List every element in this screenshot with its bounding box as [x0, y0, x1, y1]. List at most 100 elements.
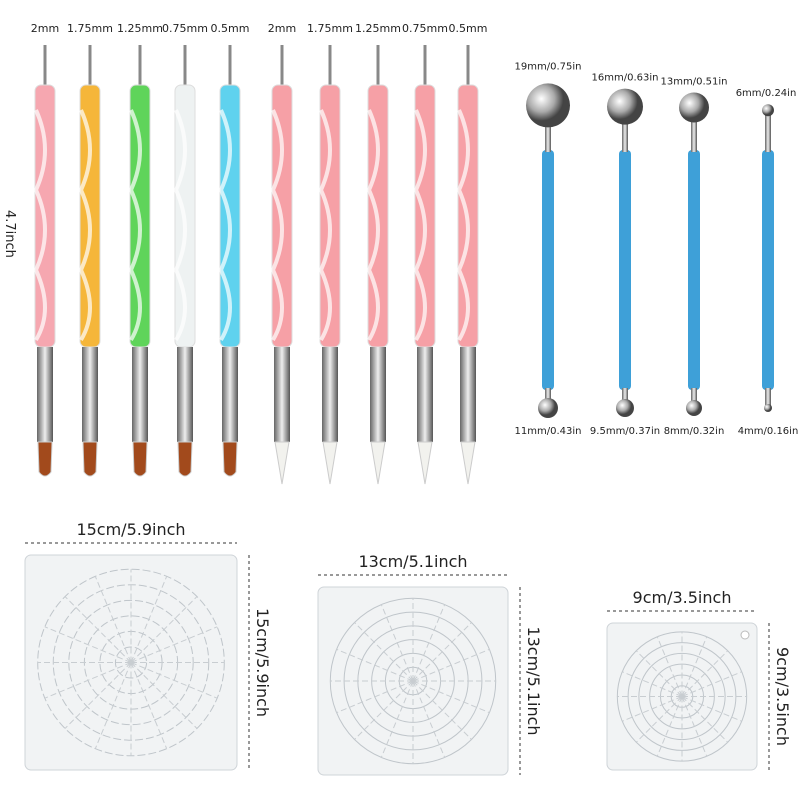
ball-top-label: 6mm/0.24in — [736, 88, 797, 99]
ferrule — [460, 347, 476, 442]
brush — [274, 441, 290, 485]
ball-top — [526, 83, 570, 128]
tip-label: 2mm — [31, 22, 59, 35]
tip-label: 0.75mm — [162, 22, 208, 35]
width-label: 9cm/3.5inch — [633, 588, 732, 607]
brush — [370, 441, 386, 485]
stencil-spoke — [130, 662, 218, 699]
stencil-spoke — [130, 626, 218, 663]
stencil-spoke — [130, 596, 198, 663]
ferrule — [177, 347, 193, 442]
ferrule — [82, 347, 98, 442]
ball-bottom — [764, 404, 772, 412]
width-label: 13cm/5.1inch — [358, 552, 467, 571]
stencil-spoke — [380, 604, 414, 682]
ferrule — [37, 347, 53, 442]
stencil-spoke — [130, 662, 168, 749]
ball-neck — [765, 112, 771, 152]
stencil-spoke — [94, 576, 132, 663]
stencil-ring — [627, 642, 737, 751]
stencil-ring — [638, 652, 726, 741]
height-label: 15cm/5.9inch — [253, 608, 272, 717]
stencil-spoke — [336, 648, 414, 682]
pen-twist — [33, 109, 47, 342]
ball-top-label: 19mm/0.75in — [515, 61, 582, 72]
stencil-ring — [68, 599, 194, 726]
pen-twist — [128, 109, 142, 342]
ball-neck — [545, 112, 551, 152]
stencil-spoke — [412, 680, 490, 714]
pen-twist — [366, 109, 380, 342]
stencil-spoke — [412, 680, 446, 758]
ball-neck — [622, 388, 628, 406]
pen-twist — [218, 109, 232, 342]
tip-label: 1.75mm — [67, 22, 113, 35]
ferrule — [274, 347, 290, 442]
brush — [417, 441, 433, 485]
ball-top-label: 16mm/0.63in — [592, 73, 659, 84]
pen-twist — [456, 109, 470, 342]
ball-rod — [762, 150, 774, 390]
pen-twist — [413, 109, 427, 342]
stencil-spoke — [622, 671, 683, 697]
ferrule — [222, 347, 238, 442]
ball-bottom — [538, 398, 558, 418]
ball-neck — [691, 388, 697, 406]
brush — [322, 441, 338, 485]
brush — [37, 441, 53, 477]
stencil-spoke — [354, 622, 414, 682]
stencil-spoke — [336, 680, 414, 714]
stencil-spoke — [681, 696, 742, 722]
stencil-spoke — [656, 696, 683, 757]
stencil-spoke — [656, 636, 683, 697]
tip-label: 1.75mm — [307, 22, 353, 35]
ball-rod — [688, 150, 700, 390]
ball-neck — [545, 388, 551, 406]
stencil-spoke — [412, 604, 446, 682]
stencil-spoke — [681, 671, 742, 697]
tip-label: 2mm — [268, 22, 296, 35]
stencil-spoke — [380, 680, 414, 758]
ferrule — [417, 347, 433, 442]
stencil-spoke — [412, 622, 472, 682]
stencil-spoke — [622, 696, 683, 722]
ball-neck — [765, 388, 771, 406]
height-label: 13cm/5.1inch — [524, 626, 543, 735]
tip-label: 0.5mm — [449, 22, 488, 35]
stencil-spoke — [64, 596, 132, 663]
ball-top — [607, 88, 643, 125]
stencil-spoke — [681, 650, 729, 697]
ball-bottom-label: 11mm/0.43in — [515, 426, 582, 437]
brush — [222, 441, 238, 477]
ferrule — [132, 347, 148, 442]
stencil-spoke — [64, 662, 132, 729]
ball-rod — [619, 150, 631, 390]
ball-rod — [542, 150, 554, 390]
stencil-ring — [114, 646, 148, 679]
brush — [460, 441, 476, 485]
stencil-spoke — [354, 680, 414, 740]
ball-bottom — [616, 399, 634, 417]
width-label: 15cm/5.9inch — [76, 520, 185, 539]
tip-label: 1.25mm — [355, 22, 401, 35]
stencil-spoke — [681, 636, 708, 697]
ball-top — [762, 104, 774, 117]
stencil-spoke — [412, 648, 490, 682]
stencil-spoke — [94, 662, 132, 749]
ball-neck — [691, 112, 697, 152]
pen-twist — [318, 109, 332, 342]
tip-label: 0.5mm — [211, 22, 250, 35]
ball-bottom — [686, 400, 702, 416]
pen-twist — [173, 109, 187, 342]
ball-top — [679, 92, 709, 123]
hang-hole — [740, 630, 750, 640]
stencil-spoke — [130, 576, 168, 663]
stencil-spoke — [681, 696, 729, 743]
stencil-spoke — [44, 626, 132, 663]
height-label: 9cm/3.5inch — [773, 647, 792, 746]
ball-bottom-label: 9.5mm/0.37in — [590, 426, 660, 437]
stencil-spoke — [412, 680, 472, 740]
ball-bottom-label: 8mm/0.32in — [664, 426, 725, 437]
tip-label: 1.25mm — [117, 22, 163, 35]
